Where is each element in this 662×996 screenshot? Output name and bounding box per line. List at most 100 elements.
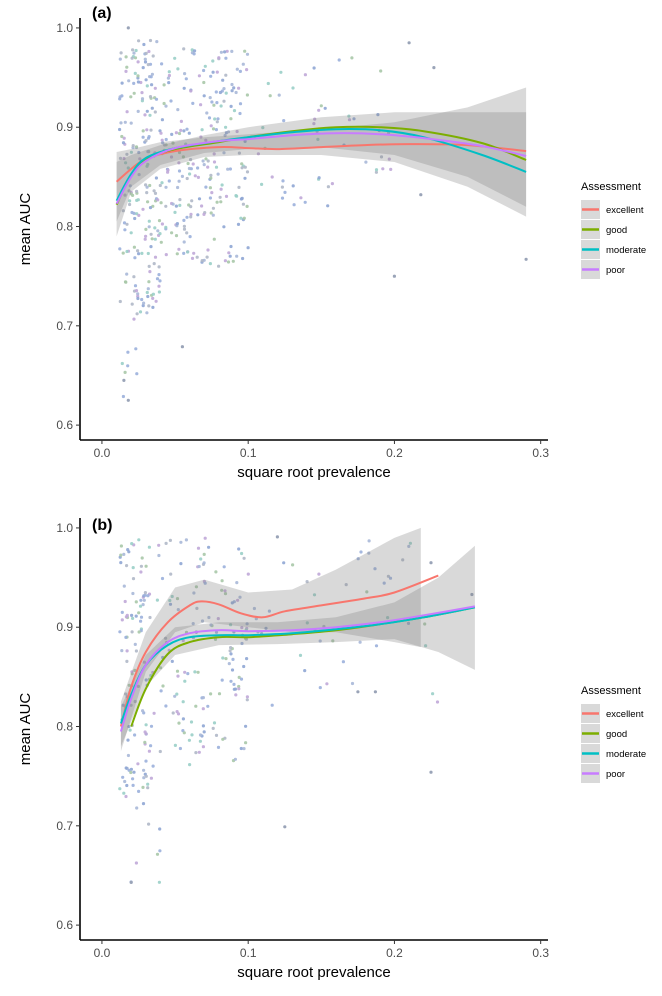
data-point xyxy=(143,740,147,745)
data-point xyxy=(243,165,247,169)
y-tick-label: 0.7 xyxy=(56,319,73,333)
data-point xyxy=(177,161,181,165)
data-point xyxy=(139,598,143,602)
data-point xyxy=(237,675,241,680)
data-point xyxy=(303,669,307,673)
data-point xyxy=(190,256,195,260)
data-point xyxy=(186,672,190,676)
data-point xyxy=(277,93,281,97)
data-point xyxy=(137,611,141,615)
data-point xyxy=(305,621,309,625)
data-point xyxy=(194,751,198,755)
data-point xyxy=(118,787,122,791)
x-tick-label: 0.0 xyxy=(94,446,111,460)
data-point xyxy=(137,39,141,43)
data-point xyxy=(232,86,236,90)
data-point xyxy=(180,174,184,178)
scatter-points xyxy=(118,535,474,885)
data-point xyxy=(216,745,221,750)
data-point xyxy=(238,102,243,106)
data-point xyxy=(170,594,174,599)
data-point xyxy=(164,253,168,257)
data-point xyxy=(179,128,183,132)
data-point xyxy=(160,118,164,122)
data-point xyxy=(245,695,249,699)
data-point xyxy=(181,717,185,721)
data-point xyxy=(177,721,181,725)
x-axis-label: square root prevalence xyxy=(237,464,390,481)
data-point xyxy=(175,252,179,256)
data-point xyxy=(223,589,227,593)
legend-label-good: good xyxy=(606,729,627,740)
data-point xyxy=(268,94,272,98)
data-point xyxy=(134,614,138,618)
data-point xyxy=(229,652,233,656)
data-point xyxy=(245,622,249,626)
data-point xyxy=(211,206,215,210)
data-point xyxy=(164,704,168,708)
data-point xyxy=(131,48,135,52)
data-point xyxy=(141,785,145,790)
data-point xyxy=(168,602,173,606)
data-point xyxy=(187,131,191,135)
data-point xyxy=(171,202,175,206)
data-point xyxy=(344,583,348,587)
data-point xyxy=(153,226,157,230)
data-point xyxy=(224,56,228,60)
data-point xyxy=(175,597,180,601)
legend-label-good: good xyxy=(606,225,627,236)
data-point xyxy=(316,137,320,141)
data-point xyxy=(213,117,217,121)
data-point xyxy=(323,106,327,110)
data-point xyxy=(208,96,212,100)
data-point xyxy=(207,116,212,120)
data-point xyxy=(170,659,174,664)
data-point xyxy=(160,576,165,581)
data-point xyxy=(137,789,141,794)
data-point xyxy=(130,613,134,618)
data-point xyxy=(124,69,128,73)
data-point xyxy=(291,184,295,188)
data-point xyxy=(524,257,528,261)
data-point xyxy=(153,255,158,259)
data-point xyxy=(407,41,411,45)
data-point xyxy=(198,739,202,743)
data-point xyxy=(202,94,206,98)
data-point xyxy=(230,82,234,87)
legend-label-excellent: excellent xyxy=(606,205,644,216)
data-point xyxy=(128,199,132,203)
data-point xyxy=(164,104,168,108)
data-point xyxy=(185,127,189,131)
data-point xyxy=(156,229,160,233)
data-point xyxy=(419,193,423,197)
data-point xyxy=(141,207,145,211)
data-point xyxy=(406,621,411,626)
data-point xyxy=(134,861,138,865)
data-point xyxy=(229,117,233,121)
data-point xyxy=(219,104,223,108)
data-point xyxy=(134,600,138,604)
data-point xyxy=(147,280,151,284)
data-point xyxy=(118,299,122,304)
data-point xyxy=(145,290,149,295)
data-point xyxy=(159,666,163,670)
data-point xyxy=(199,135,203,139)
data-point xyxy=(432,66,436,70)
data-point xyxy=(120,649,124,653)
data-point xyxy=(186,161,190,166)
data-point xyxy=(130,302,134,306)
data-point xyxy=(158,279,162,283)
data-point xyxy=(173,56,177,60)
series-line-poor xyxy=(119,605,476,732)
data-point xyxy=(149,744,153,748)
data-point xyxy=(196,670,200,674)
data-point xyxy=(389,167,393,171)
data-point xyxy=(168,538,172,543)
data-point xyxy=(379,69,383,73)
data-point xyxy=(211,59,215,63)
data-point xyxy=(367,551,371,555)
data-point xyxy=(224,657,228,661)
data-point xyxy=(231,657,235,662)
data-point xyxy=(220,588,224,592)
data-point xyxy=(171,141,175,145)
